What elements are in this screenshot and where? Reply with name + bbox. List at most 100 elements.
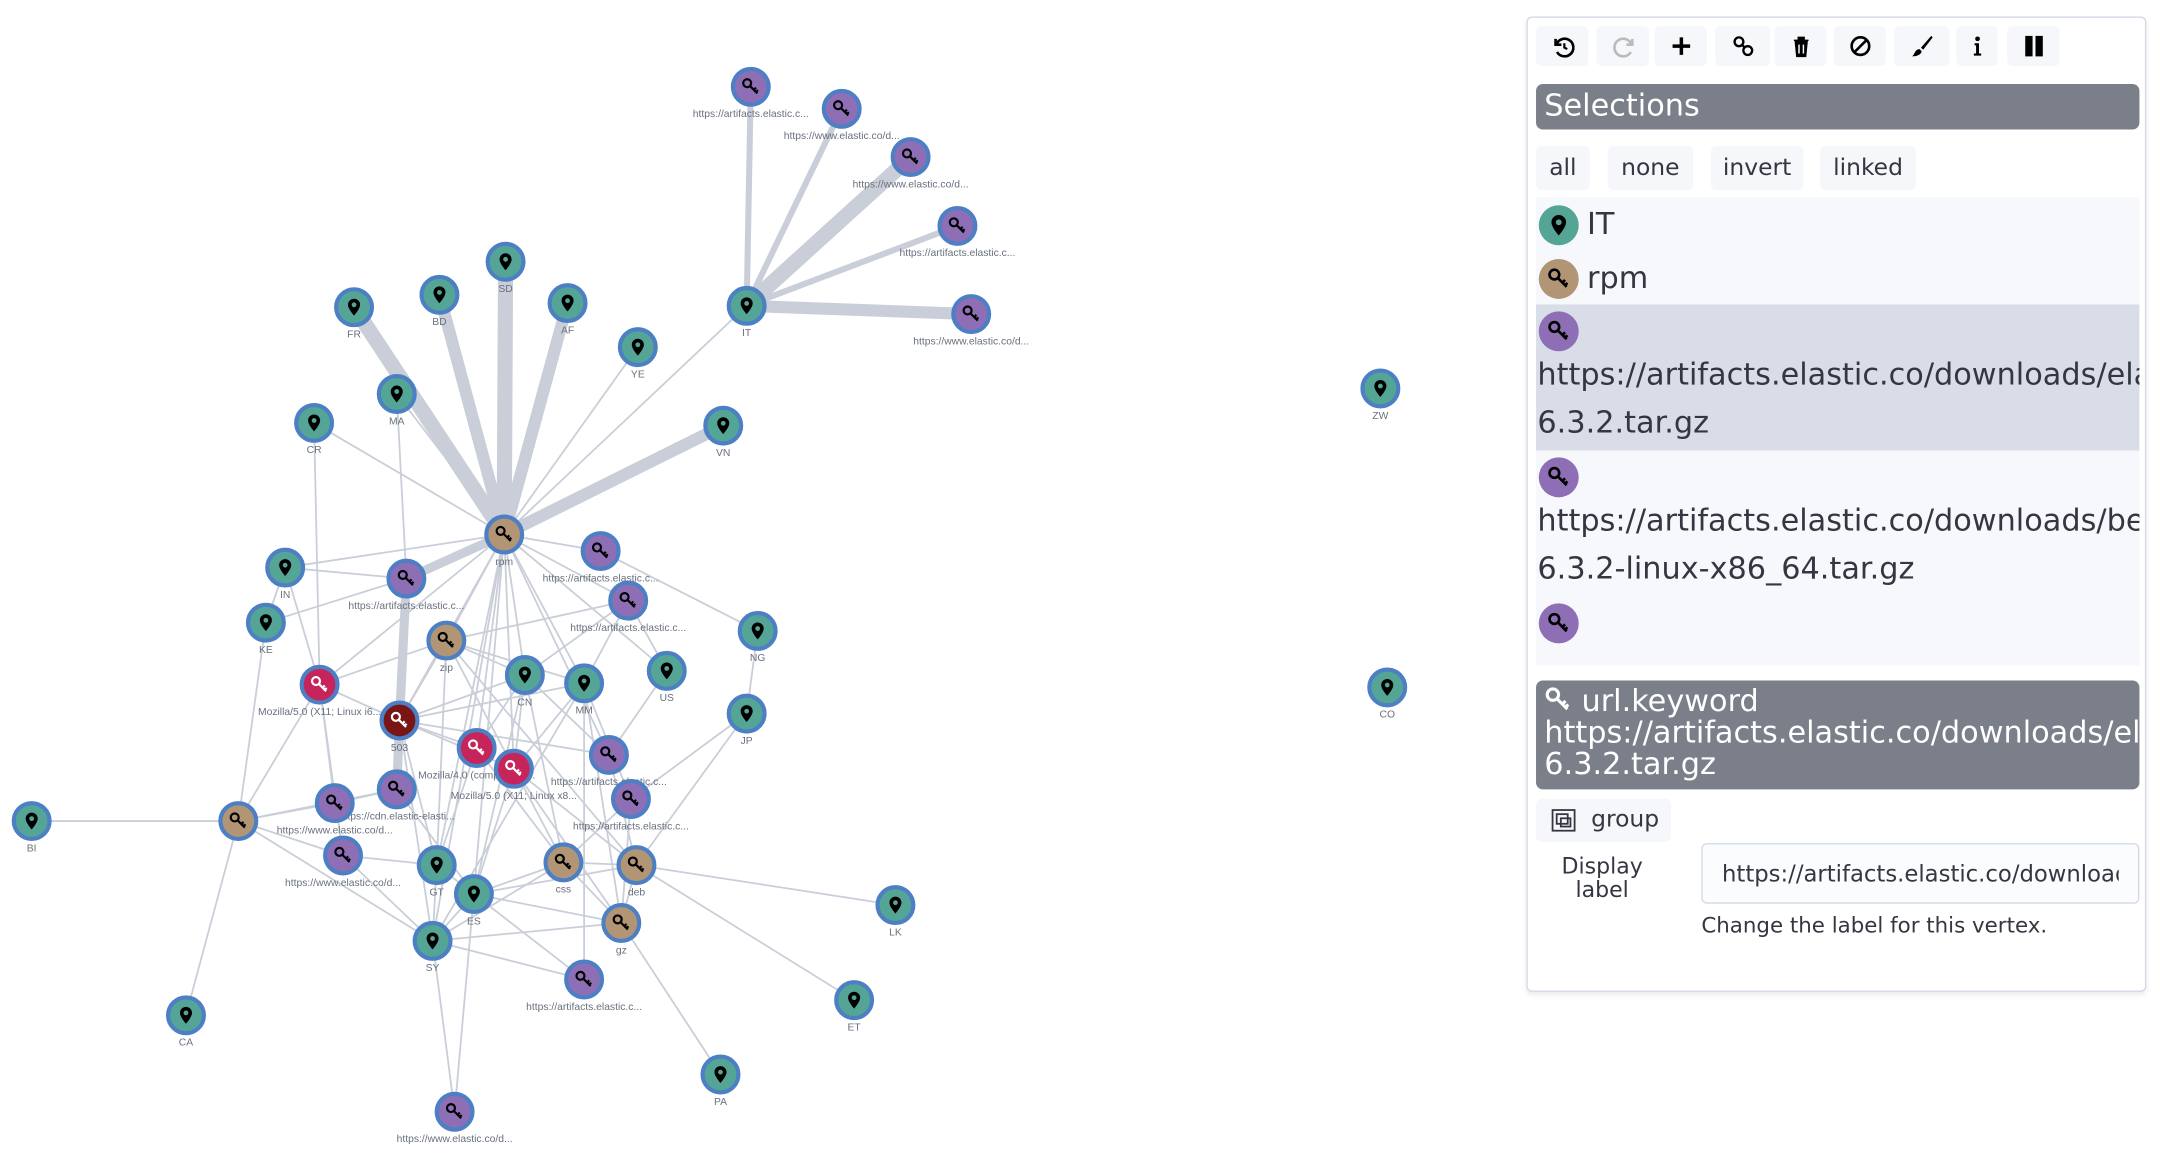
edge-rpm-moz2[interactable] [475,534,506,749]
edge-SY-gz[interactable] [432,922,622,942]
edge-zip-GT[interactable] [435,640,448,866]
edge-MA-u7[interactable] [395,393,408,579]
edge-r503-moz3[interactable] [399,719,515,770]
vertex-MM[interactable]: MM [564,663,605,717]
edge-ES-u14[interactable] [473,893,585,981]
vertex-u1[interactable]: https://artifacts.elastic.c... [693,66,809,120]
vertex-SY[interactable]: SY [412,920,453,974]
edge-IN-moz1[interactable] [284,567,321,685]
edge-IT-u3[interactable] [741,151,916,312]
edge-zip-moz1[interactable] [319,639,447,686]
edge-u13-SY[interactable] [342,854,434,942]
style-button[interactable] [1894,26,1950,67]
delete-button[interactable] [1774,26,1827,67]
edge-u11-ES[interactable] [396,788,475,895]
group-button[interactable]: group [1536,799,1672,842]
edge-t1-SY[interactable] [237,820,434,942]
vertex-u7[interactable]: https://artifacts.elastic.c... [348,558,464,612]
edge-MM-gz[interactable] [583,683,623,924]
edge-r503-u9[interactable] [399,719,610,756]
edge-rpm-ES[interactable] [473,534,506,895]
vertex-ET[interactable]: ET [834,980,875,1033]
edge-IT-u5[interactable] [746,299,972,321]
vertex-circle[interactable] [1367,667,1408,708]
vertex-u13[interactable]: https://www.elastic.co/d... [285,835,401,889]
pause-button[interactable] [2007,26,2060,67]
edge-moz3-deb[interactable] [513,767,638,866]
vertex-circle[interactable] [485,241,526,282]
selected-vertices-list[interactable]: IT rpm https://artifacts.elastic.co/downlo… [1536,196,2140,666]
selected-vertex-item[interactable]: IT [1536,197,2139,251]
vertex-circle[interactable] [646,650,687,691]
vertex-u15[interactable]: https://www.elastic.co/d... [397,1091,513,1145]
select-none-button[interactable]: none [1607,146,1694,191]
edge-SY-u14[interactable] [432,940,585,981]
vertex-u4[interactable]: https://artifacts.elastic.c... [899,205,1015,259]
edge-SY-u15[interactable] [431,940,456,1112]
edge-u6-NG[interactable] [600,550,759,632]
vertex-MA[interactable]: MA [376,374,417,427]
vertex-JP[interactable]: JP [726,693,767,747]
edge-IT-u1[interactable] [743,86,754,306]
vertex-YE[interactable]: YE [617,327,658,380]
vertex-circle[interactable] [875,885,916,926]
edge-IT-u2[interactable] [743,107,845,308]
vertex-u5[interactable]: https://www.elastic.co/d... [913,294,1029,347]
vertex-circle[interactable] [294,402,335,443]
vertex-circle[interactable] [617,327,658,368]
vertex-ZW[interactable]: ZW [1360,368,1401,422]
vertex-BI[interactable]: BI [11,801,52,854]
vertex-u12[interactable]: https://www.elastic.co/d... [277,783,393,836]
redo-button[interactable] [1596,26,1649,67]
vertex-GT[interactable]: GT [416,845,457,898]
vertex-circle[interactable] [334,287,375,328]
edge-moz2-GT[interactable] [435,747,478,866]
vertex-moz1[interactable]: Mozilla/5.0 (X11; Linux i6... [258,664,381,718]
vertex-t1[interactable] [218,801,259,842]
vertex-US[interactable]: US [646,650,687,704]
vertex-NG[interactable]: NG [737,610,778,664]
edge-r503-GT[interactable] [398,720,438,866]
vertex-css[interactable]: css [543,842,584,896]
vertex-circle[interactable] [412,920,453,961]
vertex-SD[interactable]: SD [485,241,526,295]
edge-moz2-css[interactable] [475,747,565,863]
vertex-circle[interactable] [265,547,306,588]
select-linked-button[interactable]: linked [1819,146,1917,191]
undo-button[interactable] [1536,26,1589,67]
edge-JP-deb[interactable] [635,713,748,866]
vertex-u14[interactable]: https://artifacts.elastic.c... [526,959,642,1013]
vertex-gz[interactable]: gz [601,903,642,956]
info-button[interactable] [1956,26,1998,67]
edge-rpm-CR[interactable] [313,422,505,536]
edge-u8-zip[interactable] [446,599,629,642]
vertex-u9[interactable]: https://artifacts.elastic.c... [551,734,667,788]
selected-vertex-item[interactable]: https://artifacts.elastic.co/downloads/b… [1536,450,2139,596]
edge-rpm-VN[interactable] [501,420,726,540]
vertex-u10[interactable]: https://artifacts.elastic.c... [573,779,689,832]
edge-rpm-BD[interactable] [433,293,511,537]
edge-rpm-SD[interactable] [496,261,514,535]
block-button[interactable] [1833,26,1886,67]
edge-gz-PA[interactable] [620,922,722,1076]
edge-SY-css[interactable] [432,861,564,942]
vertex-circle[interactable] [11,801,52,842]
edge-rpm-u8[interactable] [503,533,629,602]
edge-CR-moz1[interactable] [313,422,321,685]
vertex-circle[interactable] [564,663,605,704]
edge-IT-u4[interactable] [745,223,959,309]
edge-rpm-MA[interactable] [396,393,505,536]
edge-moz1-t1[interactable] [237,684,321,822]
vertex-deb[interactable]: deb [616,845,657,898]
vertex-circle[interactable] [245,602,286,643]
vertex-u11[interactable]: https://cdn.elastic-elasti... [339,769,455,823]
vertex-PA[interactable]: PA [700,1054,741,1108]
edge-u7-r503[interactable] [394,578,411,721]
vertex-moz3[interactable]: Mozilla/5.0 (X11; Linux x8... [451,748,577,802]
selected-vertex-item[interactable]: https://artifacts.elastic.co/downloads/e… [1536,304,2140,451]
expand-selection-button[interactable] [1654,26,1707,67]
vertex-circle[interactable] [726,285,767,326]
link-button[interactable] [1715,26,1771,67]
edge-rpm-AF[interactable] [498,301,574,537]
